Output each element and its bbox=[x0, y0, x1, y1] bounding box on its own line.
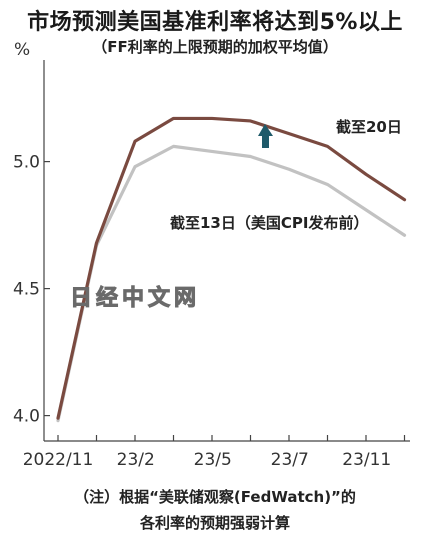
y-axis-unit: % bbox=[14, 40, 31, 60]
series-label-13: 截至13日（美国CPI发布前） bbox=[170, 214, 368, 232]
x-tick-label: 2022/11 bbox=[23, 450, 94, 470]
series-line-20 bbox=[56, 116, 407, 420]
x-tick-label: 23/2 bbox=[117, 450, 155, 470]
up-arrow-icon bbox=[258, 124, 273, 148]
series-label-20: 截至20日 bbox=[336, 118, 402, 136]
y-tick-label: 5.0 bbox=[13, 153, 40, 173]
chart-subtitle: （FF利率的上限预期的加权平均值） bbox=[92, 38, 338, 56]
x-tick-label: 23/7 bbox=[271, 450, 309, 470]
y-tick-label: 4.0 bbox=[13, 407, 40, 427]
watermark: 日经中文网 bbox=[70, 285, 200, 311]
x-tick-label: 23/5 bbox=[194, 450, 232, 470]
x-tick-labels: 2022/11 23/2 23/5 23/7 23/11 bbox=[23, 450, 392, 470]
chart-axes bbox=[43, 60, 410, 442]
x-tick-label: 23/11 bbox=[342, 450, 391, 470]
y-tick-labels: 4.0 4.5 5.0 bbox=[13, 153, 40, 427]
line-chart: 4.0 4.5 5.0 2022/11 23/2 23/5 23/7 23/11 日经中文网… bbox=[13, 60, 410, 470]
chart-title: 市场预测美国基准利率将达到5%以上 bbox=[27, 10, 403, 35]
y-tick-label: 4.5 bbox=[13, 280, 40, 300]
footnote-line-1: （注）根据“美联储观察(FedWatch)”的 bbox=[74, 488, 356, 506]
series-line-13 bbox=[56, 144, 407, 423]
footnote-line-2: 各利率的预期强弱计算 bbox=[139, 514, 290, 532]
series-lines bbox=[56, 116, 407, 423]
